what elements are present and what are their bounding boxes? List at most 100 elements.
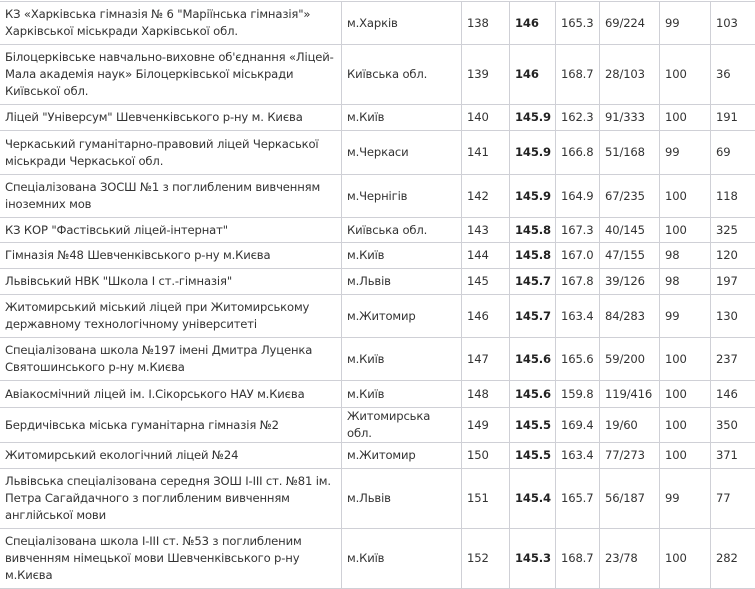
percent-cell: 100 xyxy=(660,381,711,408)
value-cell: 165.6 xyxy=(556,338,600,381)
region-cell: м.Житомир xyxy=(342,443,462,469)
region-cell: м.Харків xyxy=(342,2,462,45)
percent-cell: 99 xyxy=(660,2,711,45)
count-cell: 350 xyxy=(711,408,755,443)
value-cell: 163.4 xyxy=(556,295,600,338)
rank-cell: 138 xyxy=(462,2,510,45)
ratio-cell: 119/416 xyxy=(600,381,660,408)
rank-cell: 146 xyxy=(462,295,510,338)
count-cell: 237 xyxy=(711,338,755,381)
region-cell: м.Київ xyxy=(342,381,462,408)
value-cell: 165.7 xyxy=(556,469,600,529)
region-cell: м.Київ xyxy=(342,338,462,381)
ratio-cell: 51/168 xyxy=(600,131,660,175)
table-row: КЗ КОР "Фастівський ліцей-інтернат"Київс… xyxy=(0,218,755,243)
school-name-cell: Гімназія №48 Шевченківського р-ну м.Києв… xyxy=(0,243,342,269)
region-cell: м.Черкаси xyxy=(342,131,462,175)
count-cell: 371 xyxy=(711,443,755,469)
rank-cell: 149 xyxy=(462,408,510,443)
percent-cell: 99 xyxy=(660,295,711,338)
score-cell: 145.9 xyxy=(510,175,556,218)
percent-cell: 99 xyxy=(660,131,711,175)
table-row: Білоцерківське навчально-виховне об'єдна… xyxy=(0,45,755,105)
value-cell: 163.4 xyxy=(556,443,600,469)
count-cell: 146 xyxy=(711,381,755,408)
ratio-cell: 59/200 xyxy=(600,338,660,381)
table-row: Львівська спеціалізована середня ЗОШ І-І… xyxy=(0,469,755,529)
score-cell: 145.5 xyxy=(510,408,556,443)
ratio-cell: 28/103 xyxy=(600,45,660,105)
school-name-cell: Житомирський екологічний ліцей №24 xyxy=(0,443,342,469)
score-cell: 146 xyxy=(510,45,556,105)
count-cell: 77 xyxy=(711,469,755,529)
score-cell: 145.5 xyxy=(510,443,556,469)
count-cell: 103 xyxy=(711,2,755,45)
value-cell: 167.0 xyxy=(556,243,600,269)
region-cell: Житомирська обл. xyxy=(342,408,462,443)
rank-cell: 141 xyxy=(462,131,510,175)
region-cell: м.Житомир xyxy=(342,295,462,338)
score-cell: 145.7 xyxy=(510,295,556,338)
percent-cell: 100 xyxy=(660,105,711,131)
table-row: Гімназія №48 Шевченківського р-ну м.Києв… xyxy=(0,243,755,269)
table-row: Житомирський міський ліцей при Житомирсь… xyxy=(0,295,755,338)
score-cell: 146 xyxy=(510,2,556,45)
table-row: Спеціалізована школа №197 імені Дмитра Л… xyxy=(0,338,755,381)
percent-cell: 100 xyxy=(660,218,711,243)
percent-cell: 98 xyxy=(660,243,711,269)
count-cell: 197 xyxy=(711,269,755,295)
school-name-cell: Авіакосмічний ліцей ім. І.Сікорського НА… xyxy=(0,381,342,408)
region-cell: м.Київ xyxy=(342,105,462,131)
score-cell: 145.8 xyxy=(510,218,556,243)
score-cell: 145.9 xyxy=(510,105,556,131)
score-cell: 145.4 xyxy=(510,469,556,529)
table-row: Бердичівська міська гуманітарна гімназія… xyxy=(0,408,755,443)
table-row: Ліцей "Універсум" Шевченківського р-ну м… xyxy=(0,105,755,131)
region-cell: м.Львів xyxy=(342,469,462,529)
region-cell: Київська обл. xyxy=(342,218,462,243)
table-row: КЗ «Харківська гімназія № 6 "Маріїнська … xyxy=(0,2,755,45)
school-name-cell: Спеціалізована школа №197 імені Дмитра Л… xyxy=(0,338,342,381)
score-cell: 145.6 xyxy=(510,338,556,381)
count-cell: 118 xyxy=(711,175,755,218)
rank-cell: 143 xyxy=(462,218,510,243)
region-cell: м.Чернігів xyxy=(342,175,462,218)
school-name-cell: Бердичівська міська гуманітарна гімназія… xyxy=(0,408,342,443)
value-cell: 167.8 xyxy=(556,269,600,295)
school-name-cell: Спеціалізована ЗОСШ №1 з поглибленим вив… xyxy=(0,175,342,218)
region-cell: м.Львів xyxy=(342,269,462,295)
ratio-cell: 19/60 xyxy=(600,408,660,443)
percent-cell: 100 xyxy=(660,408,711,443)
value-cell: 162.3 xyxy=(556,105,600,131)
ratio-cell: 40/145 xyxy=(600,218,660,243)
rank-cell: 150 xyxy=(462,443,510,469)
ratio-cell: 56/187 xyxy=(600,469,660,529)
ratio-cell: 77/273 xyxy=(600,443,660,469)
count-cell: 325 xyxy=(711,218,755,243)
ratio-cell: 39/126 xyxy=(600,269,660,295)
region-cell: м.Київ xyxy=(342,243,462,269)
ratio-cell: 47/155 xyxy=(600,243,660,269)
value-cell: 165.3 xyxy=(556,2,600,45)
rank-cell: 147 xyxy=(462,338,510,381)
table-row: Спеціалізована ЗОСШ №1 з поглибленим вив… xyxy=(0,175,755,218)
value-cell: 167.3 xyxy=(556,218,600,243)
school-name-cell: Ліцей "Універсум" Шевченківського р-ну м… xyxy=(0,105,342,131)
school-name-cell: Львівський НВК "Школа І ст.-гімназія" xyxy=(0,269,342,295)
school-name-cell: Черкаський гуманітарно-правовий ліцей Че… xyxy=(0,131,342,175)
score-cell: 145.6 xyxy=(510,381,556,408)
count-cell: 130 xyxy=(711,295,755,338)
count-cell: 69 xyxy=(711,131,755,175)
school-name-cell: Житомирський міський ліцей при Житомирсь… xyxy=(0,295,342,338)
rank-cell: 151 xyxy=(462,469,510,529)
percent-cell: 98 xyxy=(660,269,711,295)
rank-cell: 148 xyxy=(462,381,510,408)
value-cell: 159.8 xyxy=(556,381,600,408)
value-cell: 166.8 xyxy=(556,131,600,175)
table-row: Черкаський гуманітарно-правовий ліцей Че… xyxy=(0,131,755,175)
rank-cell: 140 xyxy=(462,105,510,131)
value-cell: 164.9 xyxy=(556,175,600,218)
